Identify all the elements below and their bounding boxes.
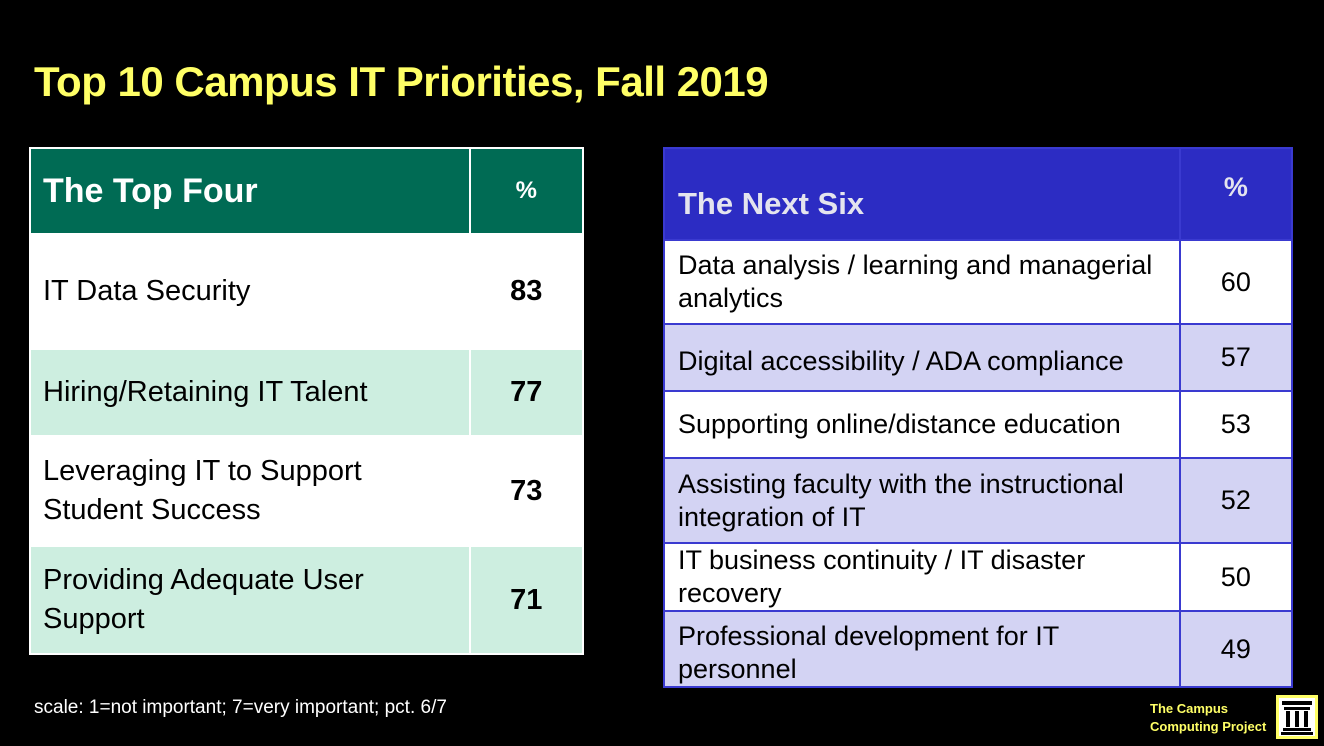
top-four-header-pct: % (468, 147, 585, 235)
table-row: Hiring/Retaining IT Talent 77 (29, 348, 585, 437)
priority-name: IT Data Security (29, 233, 471, 350)
priority-value: 57 (1178, 323, 1294, 392)
priority-name: Assisting faculty with the instructional… (663, 457, 1181, 544)
table-row: Digital accessibility / ADA compliance 5… (663, 323, 1294, 392)
priority-name: Providing Adequate User Support (29, 545, 471, 655)
slide-title: Top 10 Campus IT Priorities, Fall 2019 (34, 58, 769, 105)
next-six-header-pct: % (1178, 147, 1294, 241)
table-row: Assisting faculty with the instructional… (663, 457, 1294, 544)
priority-value: 71 (468, 545, 585, 655)
brand-text: The Campus Computing Project (1150, 700, 1266, 736)
brand-line-2: Computing Project (1150, 719, 1267, 734)
top-four-header-row: The Top Four % (29, 147, 585, 235)
table-row: Supporting online/distance education 53 (663, 390, 1294, 459)
priority-value: 52 (1178, 457, 1294, 544)
campus-logo-icon (1276, 695, 1318, 739)
priority-name: IT business continuity / IT disaster rec… (663, 542, 1181, 612)
table-row: Data analysis / learning and managerial … (663, 239, 1294, 325)
next-six-header-label: The Next Six (663, 147, 1181, 241)
priority-value: 73 (468, 435, 585, 547)
priority-name: Leveraging IT to Support Student Success (29, 435, 471, 547)
priority-value: 50 (1178, 542, 1294, 612)
priority-value: 60 (1178, 239, 1294, 325)
next-six-table: The Next Six % Data analysis / learning … (663, 147, 1294, 688)
table-row: IT business continuity / IT disaster rec… (663, 542, 1294, 612)
scale-footnote: scale: 1=not important; 7=very important… (34, 697, 447, 718)
priority-name: Data analysis / learning and managerial … (663, 239, 1181, 325)
brand-line-1: The Campus (1150, 701, 1229, 716)
top-four-header-label: The Top Four (29, 147, 471, 235)
priority-name: Supporting online/distance education (663, 390, 1181, 459)
priority-value: 53 (1178, 390, 1294, 459)
priority-value: 49 (1178, 610, 1294, 688)
priority-value: 83 (468, 233, 585, 350)
next-six-header-row: The Next Six % (663, 147, 1294, 241)
priority-value: 77 (468, 348, 585, 437)
priority-name: Hiring/Retaining IT Talent (29, 348, 471, 437)
priority-name: Digital accessibility / ADA compliance (663, 323, 1181, 392)
priority-name: Professional development for IT personne… (663, 610, 1181, 688)
table-row: Leveraging IT to Support Student Success… (29, 435, 585, 547)
table-row: Providing Adequate User Support 71 (29, 545, 585, 655)
table-row: IT Data Security 83 (29, 233, 585, 350)
table-row: Professional development for IT personne… (663, 610, 1294, 688)
top-four-table: The Top Four % IT Data Security 83 Hirin… (29, 147, 585, 655)
